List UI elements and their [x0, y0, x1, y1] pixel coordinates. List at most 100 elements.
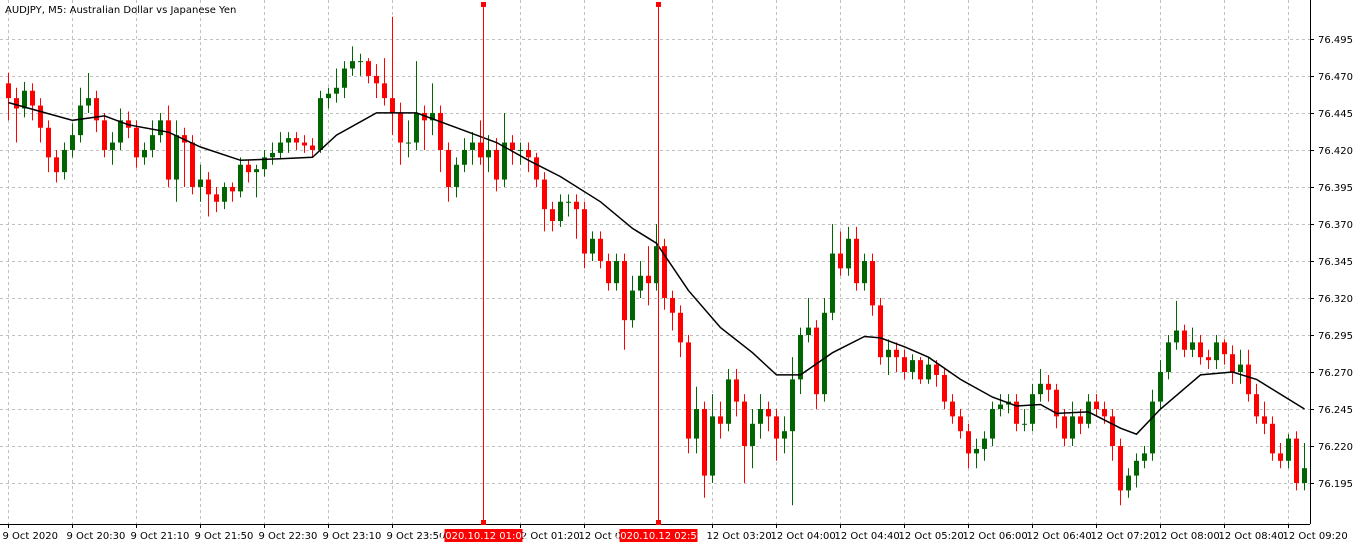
candle-body [1022, 423, 1027, 425]
candle-body [78, 105, 83, 136]
candle-body [166, 120, 171, 180]
candle-body [710, 416, 715, 476]
candle-body [1174, 330, 1179, 343]
candle-body [526, 149, 531, 158]
candle-body [342, 68, 347, 88]
candle-body [214, 194, 219, 202]
candle-body [734, 379, 739, 402]
candle-body [1014, 401, 1019, 424]
candle-body [958, 416, 963, 432]
candle-body [582, 209, 587, 254]
candle-body [918, 360, 923, 380]
candle-body [70, 135, 75, 150]
y-tick-label: 76.395 [1318, 183, 1353, 194]
x-tick-label: 12 Oct 04:40 [835, 531, 900, 542]
candle-body [206, 179, 211, 195]
candle-body [630, 290, 635, 321]
candle-body [1110, 416, 1115, 446]
candle-body [574, 201, 579, 210]
candle-body [1254, 394, 1259, 417]
candle-body [302, 142, 307, 146]
candle-body [1126, 475, 1131, 491]
candle-body [846, 238, 851, 269]
candle-body [686, 342, 691, 439]
candle-body [838, 253, 843, 269]
candle-body [606, 260, 611, 284]
candle-body [1222, 342, 1227, 355]
candle-body [6, 83, 11, 99]
candle-body [326, 93, 331, 99]
candle-body [438, 112, 443, 150]
crosshair-handle [656, 520, 661, 525]
candle-body [774, 416, 779, 439]
candle-body [910, 360, 915, 372]
candle-body [742, 401, 747, 446]
candle-body [222, 186, 227, 202]
candle-body [238, 164, 243, 192]
x-tick-label: 9 Oct 20:30 [67, 531, 126, 542]
candle-body [806, 327, 811, 335]
candle-body [350, 61, 355, 69]
y-tick-label: 76.470 [1318, 72, 1353, 83]
candle-body [638, 275, 643, 291]
candle-body [598, 238, 603, 261]
candle-body [374, 75, 379, 84]
candle-body [366, 61, 371, 76]
candle-body [1038, 383, 1043, 395]
candle-body [1102, 408, 1107, 417]
moving-average [8, 101, 1305, 436]
marks [6, 16, 1307, 506]
x-tick-label: 12 Oct 06:00 [963, 531, 1028, 542]
candle-body [54, 157, 59, 173]
candle-body [822, 312, 827, 395]
crosshair-handle [481, 2, 486, 7]
candle-body [158, 120, 163, 136]
candle-body [382, 83, 387, 99]
candle-body [246, 164, 251, 173]
candle-body [1070, 416, 1075, 439]
candle-body [14, 98, 19, 109]
candle-body [230, 186, 235, 192]
candle-body [446, 149, 451, 187]
candle-body [110, 142, 115, 150]
crosshair-label: 2020.10.12 02:50 [614, 531, 703, 542]
candle-body [1062, 416, 1067, 439]
candle-body [1214, 342, 1219, 361]
x-tick-label: 12 Oct 01:20 [515, 531, 580, 542]
candle-body [702, 408, 707, 476]
candle-body [718, 416, 723, 424]
x-tick-label: 9 Oct 21:10 [131, 531, 190, 542]
candle-body [670, 297, 675, 313]
candle-body [358, 61, 363, 63]
y-tick-label: 76.195 [1318, 479, 1353, 490]
x-tick-label: 9 Oct 23:10 [323, 531, 382, 542]
candle-body [1270, 423, 1275, 454]
candle-body [38, 105, 43, 128]
candle-body [318, 98, 323, 150]
candle-body [118, 120, 123, 143]
candle-body [1294, 438, 1299, 483]
candle-body [622, 260, 627, 321]
x-tick-label: 9 Oct 23:50 [387, 531, 446, 542]
y-tick-label: 76.420 [1318, 146, 1353, 157]
y-tick-label: 76.220 [1318, 442, 1353, 453]
candle-body [998, 404, 1003, 409]
y-tick-label: 76.345 [1318, 257, 1353, 268]
candle-body [1190, 342, 1195, 350]
chart-title: AUDJPY, M5: Australian Dollar vs Japanes… [5, 5, 236, 16]
candle-body [726, 379, 731, 424]
candle-body [1230, 354, 1235, 372]
candle-body [750, 423, 755, 446]
candle-body [694, 408, 699, 439]
candle-body [558, 201, 563, 221]
y-tick-label: 76.370 [1318, 220, 1353, 231]
candle-body [654, 246, 659, 284]
candle-body [766, 408, 771, 417]
candle-body [470, 142, 475, 150]
candle-body [390, 98, 395, 113]
candle-body [310, 145, 315, 150]
candle-body [662, 246, 667, 298]
candle-body [678, 312, 683, 343]
candle-body [286, 138, 291, 143]
